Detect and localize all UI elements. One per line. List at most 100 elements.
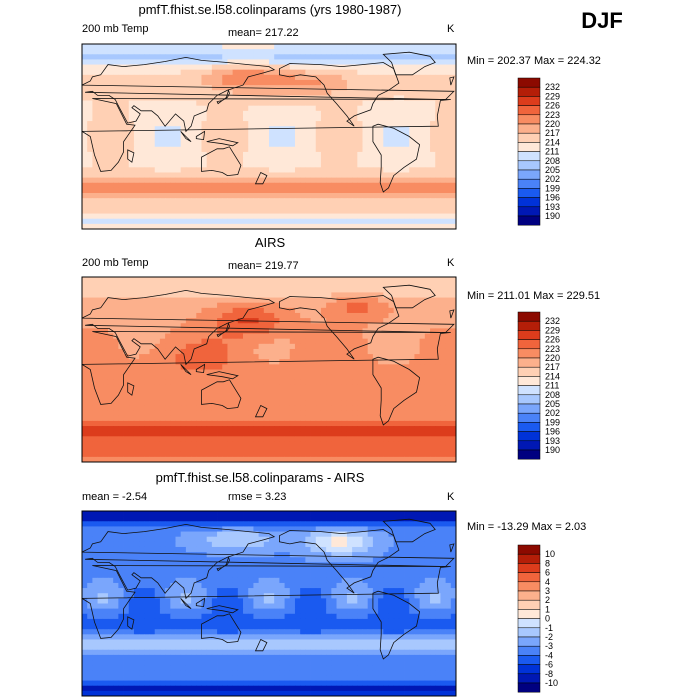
field-cell	[289, 54, 296, 60]
field-cell	[289, 359, 296, 365]
field-cell	[113, 379, 119, 386]
field-cell	[222, 213, 228, 220]
field-cell	[326, 354, 332, 360]
field-cell	[180, 318, 187, 324]
field-cell	[357, 64, 363, 71]
field-cell	[149, 426, 156, 432]
field-cell	[87, 348, 93, 355]
field-cell	[144, 162, 150, 168]
field-cell	[232, 213, 239, 220]
panel-obs-minmax: Min = 211.01 Max = 229.51	[467, 290, 600, 302]
field-cell	[414, 64, 421, 71]
field-cell	[372, 354, 379, 360]
field-cell	[165, 95, 171, 101]
field-cell	[445, 59, 452, 65]
field-cell	[217, 312, 223, 319]
field-cell	[92, 157, 98, 163]
field-cell	[154, 198, 161, 204]
field-cell	[404, 59, 410, 65]
field-cell	[284, 292, 291, 298]
field-cell	[315, 343, 322, 350]
field-cell	[128, 420, 135, 427]
field-cell	[206, 177, 213, 184]
field-cell	[243, 364, 249, 370]
field-cell	[398, 431, 405, 437]
field-cell	[107, 426, 114, 432]
field-cell	[305, 390, 311, 396]
field-cell	[149, 441, 156, 447]
field-cell	[336, 400, 343, 406]
field-cell	[315, 105, 322, 112]
field-cell	[191, 121, 197, 127]
field-cell	[227, 323, 234, 329]
field-cell	[92, 338, 98, 345]
field-cell	[243, 405, 249, 412]
field-cell	[289, 395, 296, 401]
field-cell	[357, 364, 363, 370]
field-cell	[346, 328, 353, 334]
field-cell	[414, 126, 421, 132]
field-cell	[341, 187, 348, 194]
field-cell	[154, 100, 161, 107]
field-cell	[305, 110, 311, 117]
field-cell	[315, 157, 322, 163]
field-cell	[263, 115, 270, 122]
field-cell	[237, 172, 244, 179]
field-cell	[326, 157, 332, 163]
field-cell	[305, 85, 311, 91]
field-cell	[170, 177, 176, 184]
field-cell	[383, 105, 389, 112]
field-cell	[222, 187, 228, 194]
field-cell	[107, 85, 114, 91]
field-cell	[118, 431, 124, 437]
field-cell	[289, 318, 296, 324]
field-cell	[97, 177, 104, 184]
field-cell	[211, 105, 218, 112]
field-cell	[362, 141, 369, 148]
field-cell	[336, 146, 343, 153]
field-cell	[284, 74, 291, 81]
field-cell	[185, 90, 192, 96]
field-cell	[269, 312, 275, 319]
field-cell	[315, 151, 322, 158]
field-cell	[419, 203, 426, 209]
field-cell	[372, 131, 379, 137]
field-cell	[102, 69, 109, 76]
field-cell	[445, 354, 452, 360]
field-cell	[300, 343, 306, 350]
field-cell	[185, 441, 192, 447]
field-cell	[378, 369, 384, 376]
field-cell	[435, 157, 441, 163]
field-cell	[196, 105, 202, 112]
field-cell	[118, 426, 124, 432]
field-cell	[404, 328, 410, 334]
field-cell	[180, 374, 187, 381]
field-cell	[445, 64, 452, 71]
field-cell	[185, 79, 192, 86]
field-cell	[300, 302, 306, 309]
field-cell	[274, 384, 280, 391]
coastline	[382, 51, 436, 76]
field-cell	[300, 348, 306, 355]
field-cell	[383, 384, 389, 391]
field-cell	[440, 79, 447, 86]
field-cell	[284, 172, 291, 179]
field-cell	[133, 441, 140, 447]
field-cell	[185, 146, 192, 153]
field-cell	[274, 203, 280, 209]
field-cell	[294, 405, 301, 412]
field-cell	[149, 85, 156, 91]
field-cell	[289, 110, 296, 117]
field-cell	[149, 369, 156, 376]
field-cell	[217, 436, 223, 442]
field-cell	[450, 384, 456, 391]
field-cell	[450, 302, 456, 309]
field-cell	[196, 277, 202, 283]
field-cell	[227, 79, 234, 86]
field-cell	[445, 410, 452, 417]
field-cell	[107, 54, 114, 60]
field-cell	[320, 302, 327, 309]
field-cell	[128, 287, 135, 293]
field-cell	[123, 193, 130, 199]
field-cell	[450, 193, 456, 199]
